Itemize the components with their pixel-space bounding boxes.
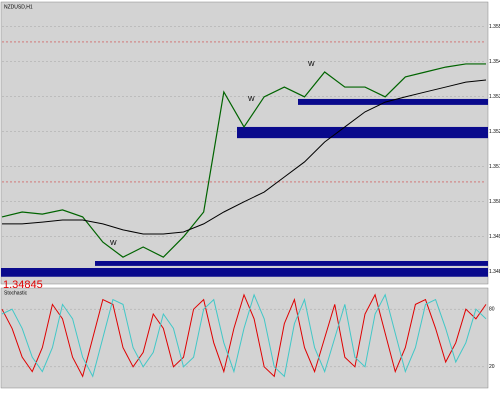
y-tick-label: 20: [489, 364, 495, 370]
series-line: [1, 63, 486, 258]
main-panel: [0, 1, 489, 285]
oscillator-panel: [0, 287, 489, 389]
y-tick-label: 1.3505: [489, 199, 500, 205]
zone: [1, 268, 488, 277]
y-tick-label: 1.3485: [489, 269, 500, 275]
oscillator-title: Stochastic: [4, 290, 28, 296]
y-tick-label: 1.3545: [489, 59, 500, 65]
y-tick-label: 1.3555: [489, 24, 500, 30]
zone: [237, 126, 488, 139]
series-line: [1, 293, 487, 378]
annotation: W: [248, 96, 255, 103]
zone: [95, 261, 488, 266]
zone: [298, 98, 488, 105]
chart-title: NZDUSD,H1: [4, 4, 33, 10]
series-line: [2, 79, 487, 235]
series-line: [1, 293, 487, 378]
price-label: 1.34845: [3, 279, 43, 291]
y-tick-label: 1.3525: [489, 129, 500, 135]
annotation: W: [308, 61, 315, 68]
y-tick-label: 1.3515: [489, 164, 500, 170]
annotation: W: [110, 240, 117, 247]
y-tick-label: 1.3495: [489, 234, 500, 240]
y-tick-label: 80: [489, 307, 495, 313]
y-tick-label: 1.3535: [489, 94, 500, 100]
